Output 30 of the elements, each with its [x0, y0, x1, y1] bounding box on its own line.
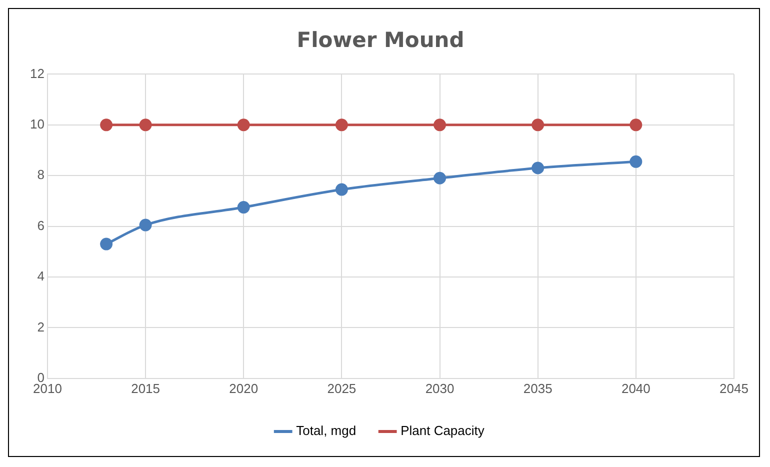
point [139, 118, 152, 132]
point [335, 118, 348, 132]
y-tick-label: 6 [37, 218, 44, 233]
point [434, 172, 446, 184]
point [532, 162, 544, 174]
x-tick-label: 2040 [621, 380, 650, 396]
y-tick-label: 2 [37, 319, 44, 334]
y-tick-label: 10 [30, 116, 44, 132]
point [237, 118, 250, 132]
x-tick-label: 2015 [131, 380, 160, 396]
point [237, 201, 250, 214]
x-tick-label: 2020 [229, 380, 258, 396]
y-tick-label: 8 [37, 167, 44, 182]
x-tick-label: 2025 [327, 380, 356, 396]
point [139, 218, 152, 232]
point [434, 118, 446, 132]
legend-label: Total, mgd [296, 423, 356, 438]
x-tick-label: 2035 [523, 380, 552, 396]
point [630, 118, 642, 132]
x-tick-label: 2045 [720, 380, 748, 396]
point [100, 238, 113, 250]
point [335, 183, 348, 196]
legend-label: Plant Capacity [400, 423, 485, 438]
y-tick-label: 4 [37, 268, 44, 284]
point [532, 118, 544, 132]
x-tick-label: 2030 [425, 380, 454, 396]
point [100, 118, 113, 132]
chart-title: Flower Mound [296, 28, 464, 52]
y-tick-label: 12 [30, 66, 44, 81]
point [630, 155, 642, 168]
